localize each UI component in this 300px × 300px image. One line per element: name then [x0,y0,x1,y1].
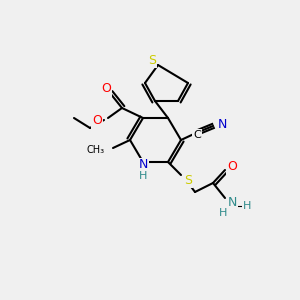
Text: N: N [138,158,148,172]
Text: C: C [193,130,201,140]
Text: S: S [148,53,156,67]
Text: H: H [243,201,251,211]
Text: N: N [228,196,237,208]
Text: N: N [218,118,227,131]
Text: H: H [219,208,227,218]
Text: O: O [227,160,237,173]
Text: H: H [139,171,147,181]
Text: S: S [184,173,192,187]
Text: CH₃: CH₃ [87,145,105,155]
Text: O: O [92,115,102,128]
Text: O: O [101,82,111,95]
